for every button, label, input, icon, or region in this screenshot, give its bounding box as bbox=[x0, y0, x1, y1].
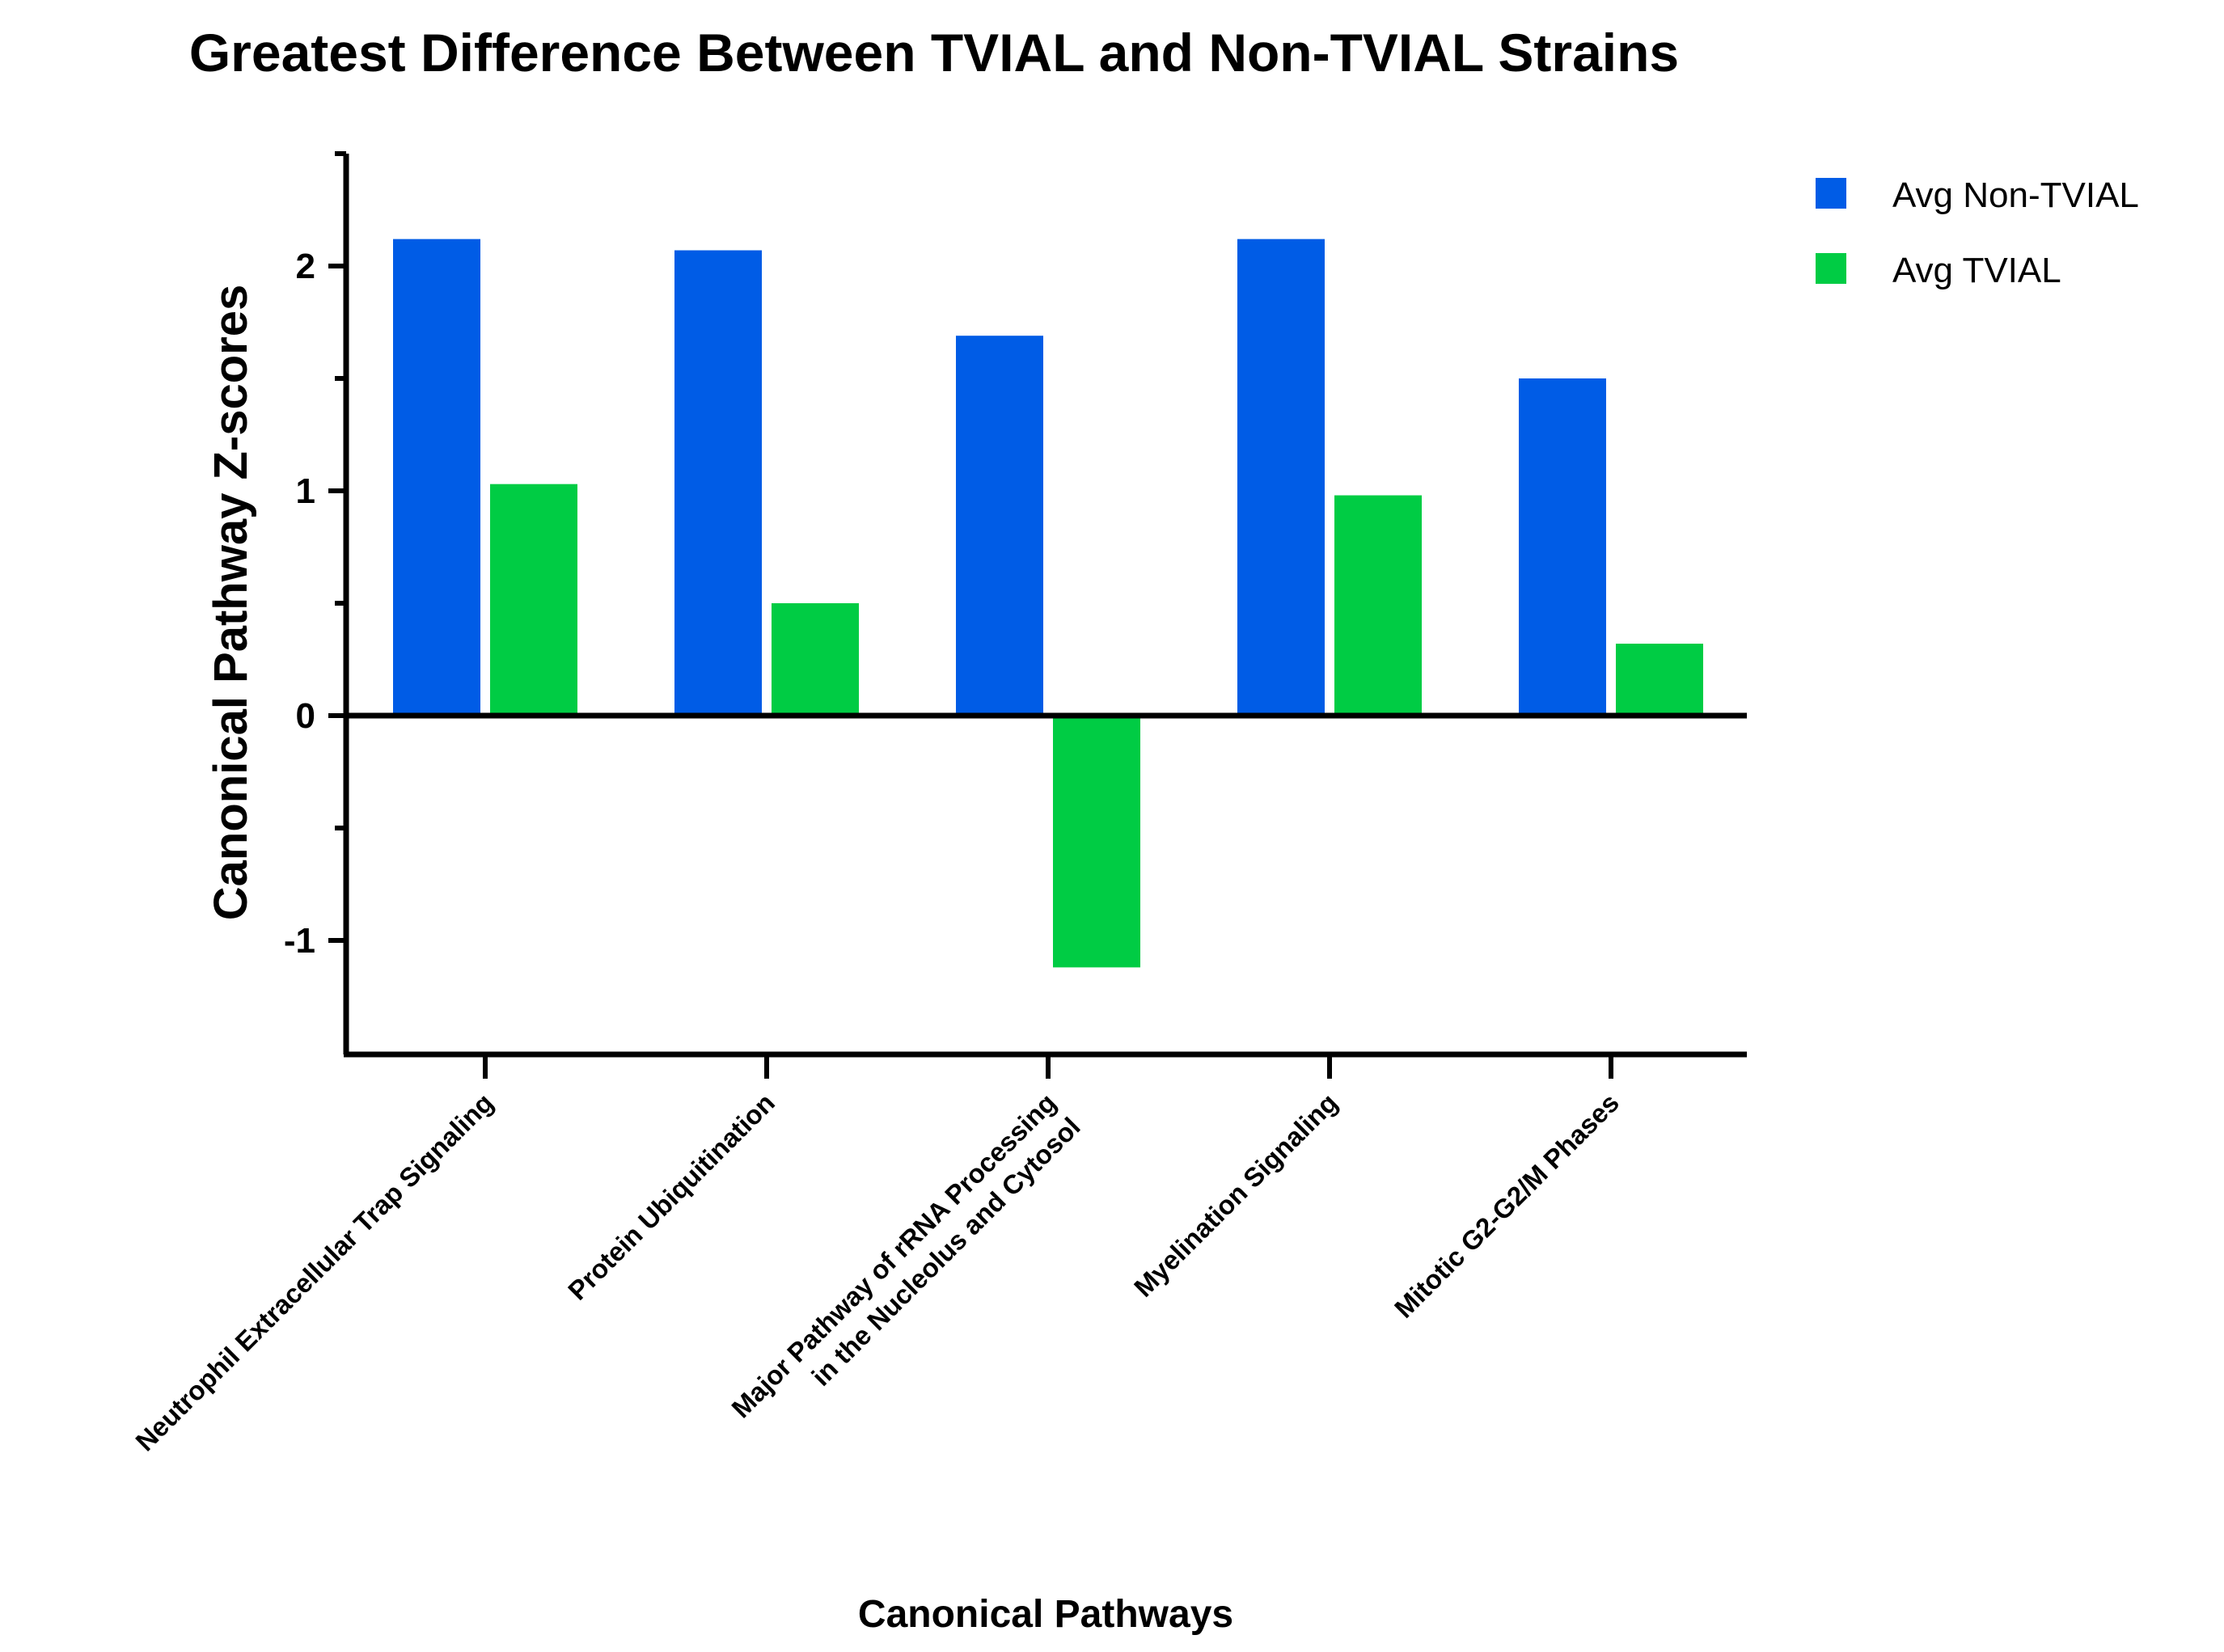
category-label: Neutrophil Extracellular Trap Signaling bbox=[129, 1088, 499, 1457]
bar-avg-tvial-2 bbox=[772, 603, 859, 716]
bar-avg-non-tvial-5 bbox=[1519, 378, 1606, 716]
bar-avg-non-tvial-2 bbox=[674, 250, 762, 716]
y-axis-title: Canonical Pathway Z-scores bbox=[205, 285, 257, 920]
bar-avg-tvial-1 bbox=[490, 484, 577, 716]
bar-avg-tvial-3 bbox=[1053, 716, 1140, 968]
legend-label: Avg Non-TVIAL bbox=[1892, 175, 2139, 215]
legend: Avg Non-TVIAL Avg TVIAL bbox=[1816, 175, 2139, 290]
category-label-line: Major Pathway of rRNA Processing bbox=[725, 1088, 1062, 1424]
bar-avg-tvial-5 bbox=[1616, 644, 1703, 716]
chart-title: Greatest Difference Between TVIAL and No… bbox=[189, 23, 1679, 82]
bar-avg-tvial-4 bbox=[1334, 495, 1422, 716]
bar-avg-non-tvial-1 bbox=[393, 239, 480, 716]
category-labels: Neutrophil Extracellular Trap Signaling P… bbox=[129, 1088, 1625, 1457]
category-label: Major Pathway of rRNA Processingin the N… bbox=[725, 1088, 1085, 1447]
bar-avg-non-tvial-3 bbox=[956, 336, 1043, 716]
category-label-line: Mitotic G2-G2/M Phases bbox=[1389, 1088, 1625, 1324]
category-label-line: Protein Ubiquitination bbox=[562, 1088, 780, 1306]
category-label-line: Myelination Signaling bbox=[1128, 1088, 1343, 1303]
x-ticks bbox=[483, 1054, 1613, 1079]
category-label-line: in the Nucleolus and Cytosol bbox=[805, 1111, 1085, 1391]
y-tick-label: 0 bbox=[296, 696, 315, 736]
bar-avg-non-tvial-4 bbox=[1237, 239, 1325, 716]
legend-swatch bbox=[1816, 253, 1846, 284]
y-tick-label: 2 bbox=[296, 247, 315, 286]
legend-swatch bbox=[1816, 178, 1846, 209]
y-tick-label: -1 bbox=[284, 921, 315, 961]
category-label: Myelination Signaling bbox=[1128, 1088, 1343, 1303]
category-label-line: Neutrophil Extracellular Trap Signaling bbox=[129, 1088, 499, 1457]
legend-label: Avg TVIAL bbox=[1892, 251, 2061, 290]
category-label: Protein Ubiquitination bbox=[562, 1088, 780, 1306]
category-label: Mitotic G2-G2/M Phases bbox=[1389, 1088, 1625, 1324]
y-tick-label: 1 bbox=[296, 471, 315, 511]
bars-layer bbox=[393, 239, 1703, 968]
y-ticks: -1 0 1 2 bbox=[284, 151, 346, 961]
x-axis-title: Canonical Pathways bbox=[858, 1593, 1233, 1636]
